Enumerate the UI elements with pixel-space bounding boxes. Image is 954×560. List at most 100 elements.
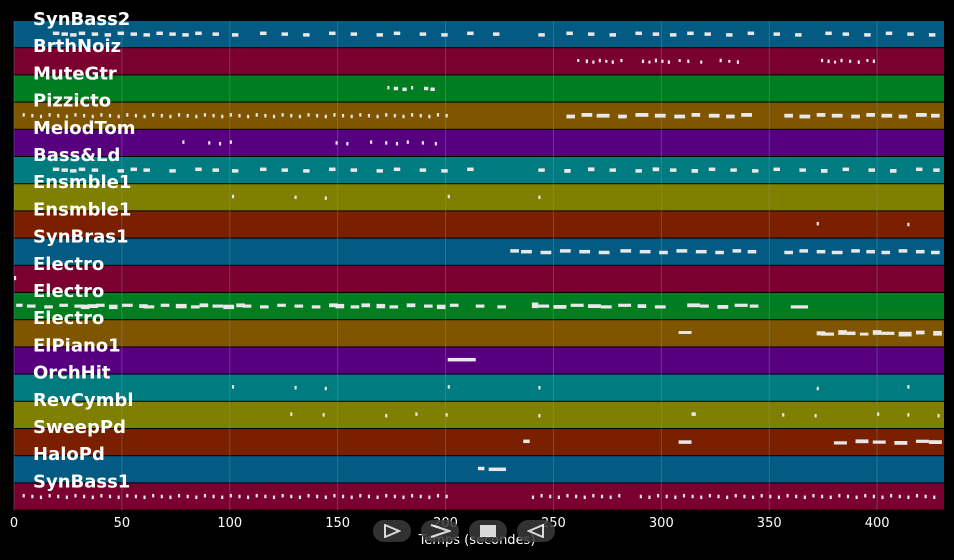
note-event xyxy=(281,493,284,498)
note-event xyxy=(415,412,418,416)
note-event xyxy=(521,249,532,254)
note-event xyxy=(212,304,224,308)
note-event xyxy=(272,495,276,500)
note-event xyxy=(790,305,809,309)
note-event xyxy=(635,113,649,117)
note-event xyxy=(186,494,189,499)
note-event xyxy=(445,494,448,499)
note-event xyxy=(70,33,77,37)
note-event xyxy=(592,60,595,64)
note-event xyxy=(117,114,120,119)
note-event xyxy=(441,33,448,37)
note-event xyxy=(259,305,269,309)
note-event xyxy=(48,493,51,498)
rewind-button[interactable] xyxy=(517,520,555,542)
note-event xyxy=(654,113,666,118)
note-event xyxy=(91,114,94,119)
note-event xyxy=(39,495,43,500)
stop-button[interactable] xyxy=(469,520,507,542)
note-event xyxy=(430,87,435,92)
note-event xyxy=(329,303,338,308)
play-button[interactable] xyxy=(373,520,411,542)
note-event xyxy=(143,495,146,500)
note-event xyxy=(678,331,692,334)
note-event xyxy=(100,493,103,498)
note-event xyxy=(549,494,552,499)
note-event xyxy=(143,114,146,119)
note-event xyxy=(866,249,875,254)
note-event xyxy=(74,113,77,117)
note-event xyxy=(674,495,677,500)
note-event xyxy=(419,113,422,118)
play-outline-icon xyxy=(384,524,401,538)
note-event xyxy=(931,113,940,118)
x-tick-label: 300 xyxy=(649,516,674,531)
note-event xyxy=(231,194,235,199)
lane-17 xyxy=(14,483,944,510)
note-event xyxy=(816,113,826,117)
note-event xyxy=(236,303,245,308)
note-event xyxy=(91,168,99,172)
note-event xyxy=(61,32,68,36)
note-event xyxy=(238,113,241,118)
note-event xyxy=(121,303,133,307)
note-event xyxy=(557,495,560,500)
note-event xyxy=(488,467,506,472)
note-event xyxy=(894,441,908,445)
note-event xyxy=(669,168,677,172)
note-event xyxy=(676,249,688,253)
track-label: RevCymbl xyxy=(33,390,134,411)
note-event xyxy=(65,495,68,500)
note-event xyxy=(78,167,86,172)
note-event xyxy=(609,168,617,172)
note-event xyxy=(134,494,137,499)
note-event xyxy=(104,33,112,37)
note-event xyxy=(255,493,258,498)
note-event xyxy=(907,32,914,36)
note-event xyxy=(566,114,576,119)
lane-0 xyxy=(14,21,944,48)
note-event xyxy=(538,385,541,390)
note-event xyxy=(402,114,405,119)
note-event xyxy=(419,32,427,36)
forward-button[interactable] xyxy=(421,520,459,542)
note-event xyxy=(857,60,860,64)
note-event xyxy=(821,58,824,63)
note-event xyxy=(734,303,748,307)
lane-7 xyxy=(14,211,944,238)
note-event xyxy=(575,494,578,499)
note-event xyxy=(719,58,722,63)
note-event xyxy=(212,113,215,118)
note-event xyxy=(799,249,809,253)
track-label: OrchHit xyxy=(33,363,111,384)
note-event xyxy=(169,495,172,500)
note-event xyxy=(255,113,258,117)
note-event xyxy=(221,114,224,119)
note-event xyxy=(715,250,724,255)
note-event xyxy=(587,304,601,308)
note-event xyxy=(784,113,793,118)
note-event xyxy=(402,495,405,500)
note-event xyxy=(31,494,34,499)
note-event xyxy=(406,303,416,308)
lane-5 xyxy=(14,157,944,184)
note-event xyxy=(838,493,841,498)
note-event xyxy=(553,305,567,309)
lane-1 xyxy=(14,48,944,75)
note-event xyxy=(587,167,595,172)
note-event xyxy=(160,494,163,499)
note-event xyxy=(717,494,720,499)
note-event xyxy=(773,167,781,172)
note-event xyxy=(734,493,737,498)
note-event xyxy=(538,168,545,172)
note-event xyxy=(130,167,137,172)
note-event xyxy=(333,113,336,117)
note-event xyxy=(316,113,319,118)
note-event xyxy=(350,168,358,172)
note-event xyxy=(687,303,701,308)
note-event xyxy=(70,169,77,173)
note-event xyxy=(169,114,172,119)
note-event xyxy=(395,141,399,146)
track-labels: SynBass2 BrthNoiz MuteGtr Pizzicto MelodTom B… xyxy=(33,9,136,492)
note-event xyxy=(907,413,910,417)
